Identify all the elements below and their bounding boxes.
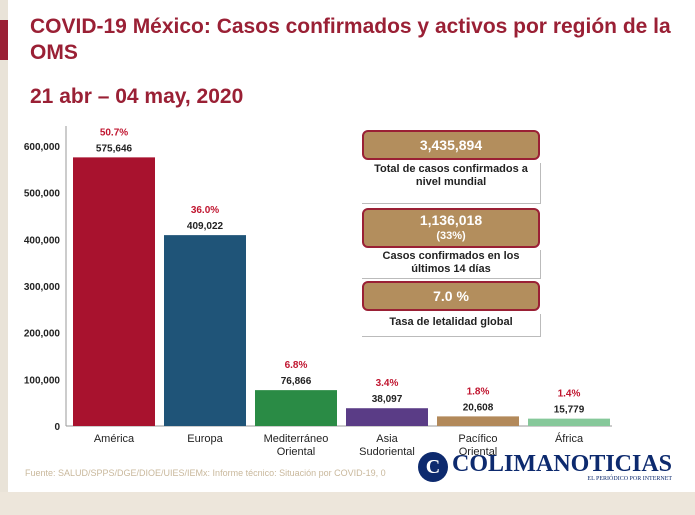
watermark-logo: C [418,452,448,482]
watermark-name: COLIMANOTICIAS [452,451,673,477]
left-decorative-band [0,0,8,515]
watermark: C COLIMANOTICIAS EL PERIÓDICO POR INTERN… [418,452,672,482]
y-tick-label: 400,000 [24,235,61,246]
bar-value-label: 575,646 [96,143,133,154]
y-tick-label: 600,000 [24,142,61,153]
y-tick-label: 300,000 [24,282,61,293]
recent-cases-percent: (33%) [436,230,466,242]
bar-value-label: 20,608 [463,402,494,413]
page-title: COVID-19 México: Casos confirmados y act… [30,15,671,64]
bar-value-label: 76,866 [281,376,312,387]
bar-value-label: 38,097 [372,394,403,405]
bar-percent-label: 50.7% [100,127,128,138]
lethality-label: Tasa de letalidad global [362,314,541,337]
bar-percent-label: 1.4% [558,389,581,400]
y-tick-label: 200,000 [24,329,61,340]
date-range: 21 abr – 04 may, 2020 [30,85,244,108]
bar-percent-label: 36.0% [191,205,219,216]
total-cases-label: Total de casos confirmados a nivel mundi… [362,163,541,204]
left-accent-bar [0,20,8,60]
bar-percent-label: 1.8% [467,386,490,397]
x-category-label: Oriental [459,446,498,458]
bar-3 [255,390,337,426]
lethality-box: 7.0 % [362,281,540,311]
x-category-label: Oriental [277,446,316,458]
recent-cases-box: 1,136,018 (33%) [362,208,540,248]
bar-percent-label: 6.8% [285,360,308,371]
total-cases-box: 3,435,894 [362,130,540,160]
bar-6 [528,418,610,426]
bar-2 [164,235,246,426]
recent-cases-value: 1,136,018 [419,212,483,228]
x-category-label: Asia [376,433,398,445]
bar-percent-label: 3.4% [376,378,399,389]
watermark-tagline: EL PERIÓDICO POR INTERNET [587,476,673,482]
source-note: Fuente: SALUD/SPPS/DGE/DIOE/UIES/IEMx: I… [25,468,386,478]
y-tick-label: 0 [54,422,60,433]
x-category-label: Sudoriental [359,446,415,458]
bar-value-label: 409,022 [187,221,224,232]
y-tick-label: 100,000 [24,375,61,386]
x-category-label: Mediterráneo [264,433,329,445]
recent-cases-label: Casos confirmados en los últimos 14 días [362,250,541,279]
cases-by-region-chart: 0 100,000 200,000 300,000 400,000 500,000 600,… [24,126,612,458]
bottom-decorative-strip [0,492,695,515]
x-category-label: África [555,432,584,445]
x-category-label: Pacífico [458,433,497,445]
x-category-label: América [94,433,135,445]
x-category-label: Europa [187,433,223,445]
bar-4 [346,408,428,426]
bar-value-label: 15,779 [554,405,585,416]
bar-5 [437,416,519,426]
y-tick-label: 500,000 [24,189,61,200]
bar-1 [73,157,155,426]
